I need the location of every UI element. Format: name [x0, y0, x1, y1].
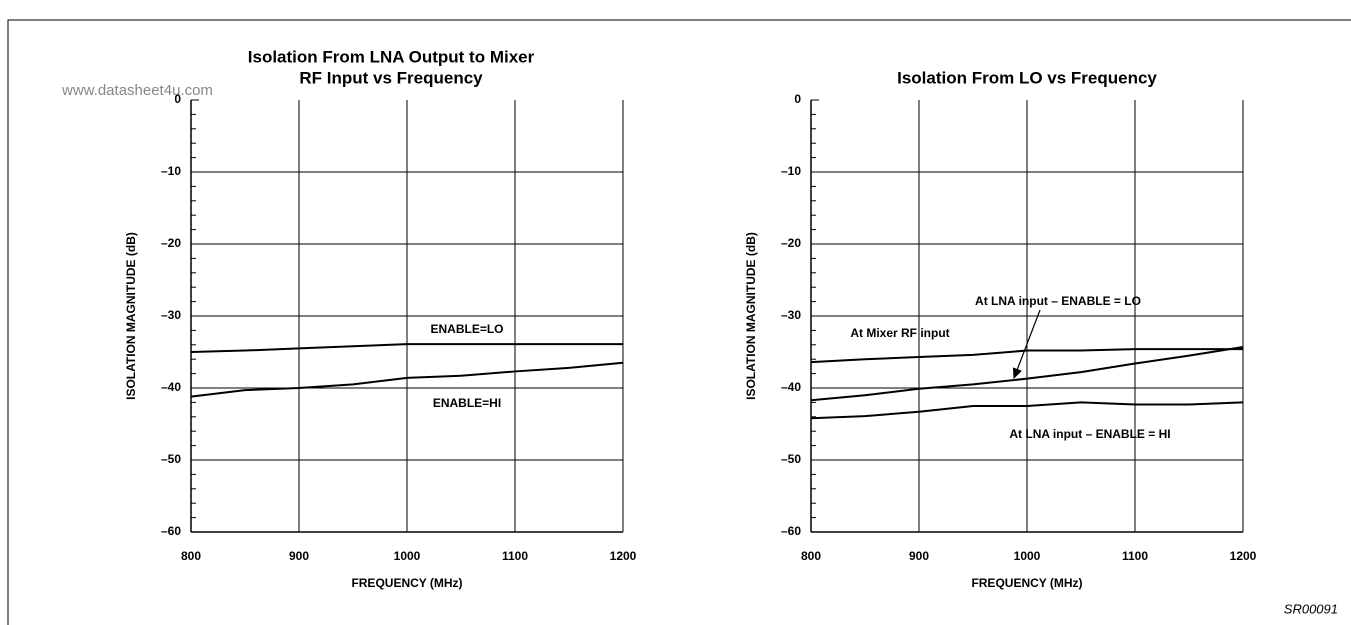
x-tick-label: 1200	[610, 549, 637, 563]
y-tick-label: 0	[794, 92, 801, 106]
y-tick-label: 0	[174, 92, 181, 106]
series-line	[810, 348, 1243, 364]
x-tick-label: 900	[909, 549, 929, 563]
y-tick-label: –60	[781, 524, 801, 538]
x-axis-label: FREQUENCY (MHz)	[351, 576, 462, 590]
x-tick-label: 1000	[394, 549, 421, 563]
x-tick-label: 1000	[1014, 549, 1041, 563]
y-tick-label: –20	[781, 236, 801, 250]
series-line	[810, 345, 1244, 402]
series-label: At LNA input – ENABLE = LO	[975, 294, 1141, 308]
series-label: ENABLE=LO	[430, 322, 503, 336]
chart-title: RF Input vs Frequency	[299, 68, 483, 87]
y-tick-label: –40	[781, 380, 801, 394]
series-label: ENABLE=HI	[433, 396, 501, 410]
series-line	[810, 401, 1244, 420]
figure-id: SR00091	[1284, 601, 1338, 616]
x-tick-label: 800	[181, 549, 201, 563]
x-tick-label: 1100	[1122, 549, 1148, 563]
series-line	[190, 343, 623, 353]
y-tick-label: –30	[161, 308, 181, 322]
y-tick-label: –10	[781, 164, 801, 178]
series-label: At Mixer RF input	[850, 326, 949, 340]
y-tick-label: –40	[161, 380, 181, 394]
y-tick-label: –20	[161, 236, 181, 250]
y-axis-label: ISOLATION MAGNITUDE (dB)	[124, 232, 138, 400]
watermark: www.datasheet4u.com	[61, 82, 213, 99]
x-tick-label: 1100	[502, 549, 528, 563]
x-tick-label: 800	[801, 549, 821, 563]
y-tick-label: –50	[161, 452, 181, 466]
chart-title: Isolation From LO vs Frequency	[897, 68, 1157, 87]
x-axis-label: FREQUENCY (MHz)	[971, 576, 1082, 590]
y-axis-label: ISOLATION MAGNITUDE (dB)	[744, 232, 758, 400]
chart-title: Isolation From LNA Output to Mixer	[248, 47, 535, 66]
y-tick-label: –60	[161, 524, 181, 538]
y-tick-label: –10	[161, 164, 181, 178]
y-tick-label: –50	[781, 452, 801, 466]
series-label: At LNA input – ENABLE = HI	[1009, 427, 1170, 441]
frame	[7, 19, 1351, 625]
series-line	[190, 361, 624, 398]
x-tick-label: 1200	[1230, 549, 1257, 563]
x-tick-label: 900	[289, 549, 309, 563]
y-tick-label: –30	[781, 308, 801, 322]
